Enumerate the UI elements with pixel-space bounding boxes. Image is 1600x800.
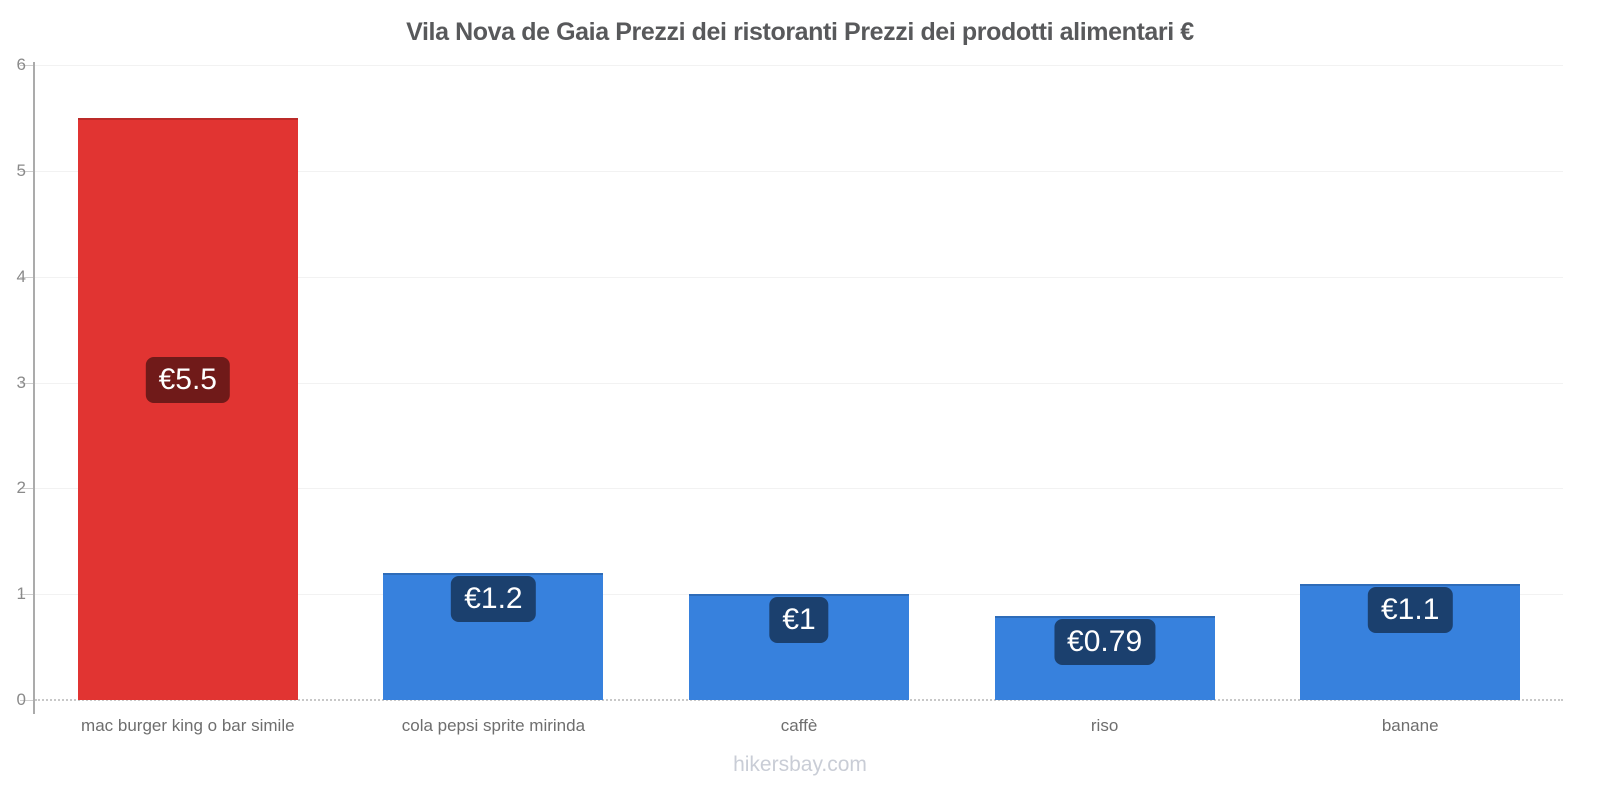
y-tick-label: 3 <box>16 372 26 392</box>
gridline <box>35 488 1563 490</box>
value-label-caff: €1 <box>769 597 829 644</box>
y-tick <box>20 382 35 384</box>
value-label-mac-burger-king-o-bar-simile: €5.5 <box>145 356 230 403</box>
x-category-label-riso: riso <box>1090 716 1119 735</box>
gridline <box>35 65 1563 66</box>
y-tick <box>20 276 35 278</box>
value-label-cola-pepsi-sprite-mirinda: €1.2 <box>451 576 536 622</box>
x-category-label-mac-burger-king-o-bar-simile: mac burger king o bar simile <box>81 716 295 735</box>
y-axis-line <box>33 62 35 714</box>
x-category-label-caff: caffè <box>780 716 818 735</box>
y-tick-label: 0 <box>16 690 26 709</box>
y-tick <box>20 170 35 172</box>
bar-mac-burger-king-o-bar-simile <box>77 117 298 700</box>
y-tick <box>20 594 35 596</box>
watermark: hikersbay.com <box>733 753 867 776</box>
gridline <box>35 276 1563 278</box>
y-tick-label: 1 <box>16 584 26 604</box>
y-tick <box>20 65 35 66</box>
y-tick-label: 4 <box>16 266 26 286</box>
value-label-banane: €1.1 <box>1367 586 1453 633</box>
gridline <box>35 382 1563 384</box>
y-tick <box>20 700 35 701</box>
y-tick-label: 6 <box>16 55 26 74</box>
y-tick-label: 2 <box>16 478 26 498</box>
y-tick <box>20 488 35 490</box>
value-label-riso: €0.79 <box>1054 619 1156 666</box>
x-axis-line <box>35 699 1563 701</box>
y-tick-label: 5 <box>16 160 26 180</box>
gridline <box>35 170 1563 172</box>
x-category-label-cola-pepsi-sprite-mirinda: cola pepsi sprite mirinda <box>401 716 586 735</box>
x-category-label-banane: banane <box>1381 716 1439 735</box>
chart-title: Vila Nova de Gaia Prezzi dei ristoranti … <box>406 18 1194 46</box>
